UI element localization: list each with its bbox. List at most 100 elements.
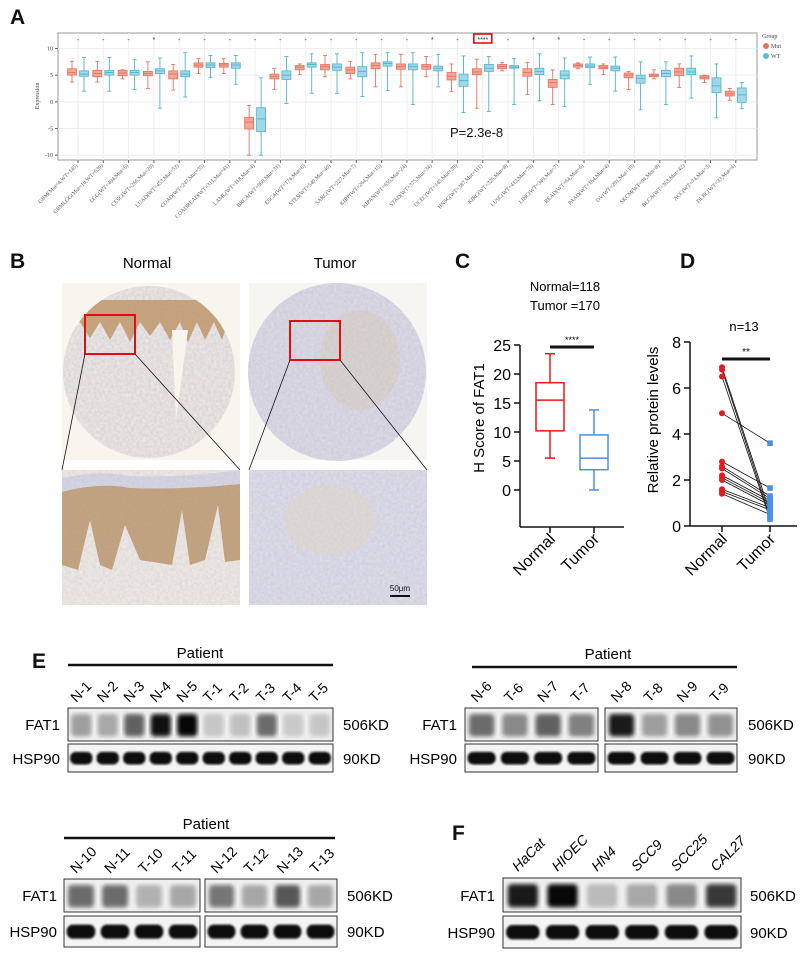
- protein-paired-plot: n=13 0 2 4 6 8 Relative protein levels Normal Tu…: [645, 319, 797, 579]
- box-mut: [724, 88, 735, 101]
- hsp90-band: [706, 751, 735, 765]
- box-mut: [67, 60, 77, 83]
- fat1-blot: [63, 878, 201, 913]
- y-tick-label: 5: [50, 73, 53, 79]
- n-label: n=13: [729, 319, 758, 334]
- lane-label: N-5: [173, 678, 200, 705]
- significance-marker: -: [583, 37, 586, 44]
- x-tick-label: STAD(WT=375,Mut=34): [388, 162, 434, 208]
- pair-line: [721, 376, 771, 520]
- fat1-band: [307, 884, 334, 908]
- lane-label: N-12: [207, 843, 240, 876]
- box-iqr: [711, 77, 722, 94]
- box-iqr: [547, 79, 558, 88]
- hsp90-blot: [464, 743, 599, 773]
- x-tick-label: PAAD(WT=164,Mut=4): [567, 162, 611, 206]
- lane-label: N-6: [467, 678, 494, 705]
- hsp90-band: [585, 924, 619, 940]
- fat1-blot: [604, 707, 738, 742]
- scale-bar-label: 50μm: [390, 584, 411, 593]
- hsp90-band: [66, 924, 96, 939]
- fat1-band: [274, 884, 301, 908]
- box-mut: [269, 67, 280, 91]
- fat1-band: [150, 713, 171, 737]
- significance-label: **: [742, 347, 750, 358]
- significance-marker: -: [406, 37, 409, 44]
- patient-label: Patient: [585, 646, 633, 663]
- marker-90kd: 90KD: [750, 925, 788, 942]
- x-tick-label: Normal: [682, 531, 730, 579]
- significance-marker: -: [608, 37, 611, 44]
- hsp90-band: [607, 751, 636, 765]
- zoom-lines: [61, 353, 428, 471]
- box-mut: [573, 62, 583, 70]
- significance-marker: -: [305, 37, 308, 44]
- significance-marker: -: [633, 37, 636, 44]
- box-wt: [711, 63, 722, 119]
- fat1-blot: [502, 877, 742, 913]
- fat1-band: [309, 713, 330, 737]
- box-wt: [256, 77, 267, 156]
- hsp90-band: [625, 924, 659, 940]
- tumor-magnified-image: 50μm: [249, 470, 427, 605]
- y-tick-label: 0: [672, 519, 681, 536]
- patient-label: Patient: [177, 645, 225, 662]
- lane-label: SCC9: [628, 836, 666, 874]
- fat1-band: [706, 884, 737, 908]
- lane-label: N-7: [534, 678, 561, 705]
- significance-marker: -: [178, 37, 181, 44]
- x-tick-label: BLCA(WT=363,Mut=42): [640, 162, 686, 208]
- box-wt: [585, 56, 595, 85]
- lane-label: HIOEC: [548, 831, 591, 874]
- plot-frame: [57, 32, 758, 161]
- pair-line: [721, 461, 771, 489]
- box-normal: [535, 352, 565, 459]
- fat1-band: [136, 884, 162, 908]
- fat1-band: [468, 713, 495, 737]
- tumor-point: [767, 507, 773, 513]
- lane-label: T-9: [706, 679, 732, 705]
- y-tick-label: 0: [502, 483, 511, 500]
- normal-point: [719, 458, 725, 465]
- hsp90-blot: [604, 743, 738, 773]
- tumor-zoom-box: [289, 320, 341, 361]
- box-mut: [547, 69, 558, 105]
- lane-label: N-3: [120, 678, 147, 705]
- normal-point: [719, 366, 725, 373]
- hsp90-band: [149, 751, 172, 765]
- fat1-band: [547, 884, 578, 908]
- box-wt: [306, 53, 317, 94]
- x-tick-label: HNSC(WT=387,Mut=111): [436, 162, 484, 210]
- box-wt: [180, 52, 191, 98]
- y-tick-label: 15: [493, 396, 511, 413]
- row-label-hsp90: HSP90: [12, 751, 60, 768]
- y-tick-label: 10: [47, 46, 53, 52]
- tumor-title: Tumor: [314, 255, 357, 272]
- y-tick-label: 8: [672, 335, 681, 352]
- blot-group-2: Patient N-6 T-6 N-7 T-7 N-8 T-8 N-9 T-9 FAT1 HSP90…: [409, 646, 794, 773]
- row-label-hsp90: HSP90: [409, 751, 457, 768]
- fat1-band: [230, 713, 251, 737]
- x-tick-label: LUAD(WT=453,Mut=53): [134, 162, 181, 209]
- box-wt: [332, 53, 342, 94]
- lane-label: T-5: [306, 679, 332, 705]
- blot-frame: [502, 915, 742, 949]
- significance-marker: -: [203, 37, 206, 44]
- box-mut: [370, 53, 381, 88]
- hsp90-band: [500, 751, 529, 765]
- marker-90kd: 90KD: [347, 924, 385, 941]
- x-tick-label: KIPAN(WT=655,Mut=24): [361, 162, 408, 209]
- x-tick-label: KIRP(WT=264,Mut=15): [338, 162, 383, 207]
- significance-marker: -: [279, 37, 282, 44]
- hsp90-band: [96, 751, 119, 765]
- tumor-point: [767, 516, 773, 522]
- box-tumor: [579, 409, 609, 491]
- tumor-tma-image: [248, 283, 427, 461]
- hsp90-band: [306, 924, 335, 939]
- box-wt: [129, 59, 140, 91]
- lane-label: T-12: [240, 845, 271, 876]
- row-label-fat1: FAT1: [422, 717, 457, 734]
- box-iqr: [579, 434, 609, 471]
